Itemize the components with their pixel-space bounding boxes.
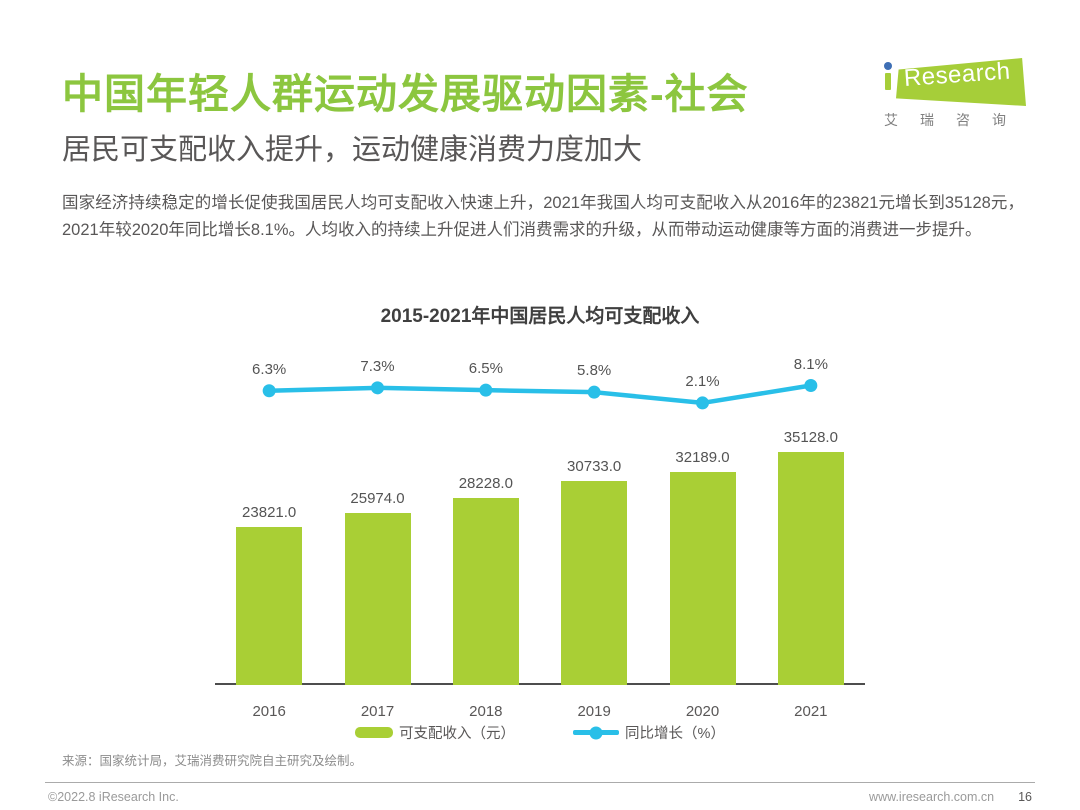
bar-2020: [669, 471, 736, 685]
bar-2016: [236, 527, 303, 685]
bar-value-label: 35128.0: [783, 429, 838, 446]
x-axis-label: 2018: [469, 703, 503, 720]
x-axis-line: [215, 683, 865, 685]
x-axis-label: 2016: [252, 703, 286, 720]
x-axis-label: 2020: [685, 703, 720, 720]
bar-value-label: 23821.0: [242, 504, 297, 521]
bar-swatch-icon: [355, 727, 394, 738]
iresearch-logo: Research 艾瑞咨询: [872, 52, 1032, 128]
footer-divider: [45, 782, 1035, 783]
bar-2019: [561, 481, 628, 685]
logo-brand-text: Research: [903, 57, 1012, 92]
growth-value-label: 8.1%: [793, 355, 828, 373]
bar-2018: [452, 497, 519, 685]
legend-label-income: 可支配收入（元）: [399, 726, 516, 742]
growth-value-label: 2.1%: [685, 372, 720, 390]
body-paragraph: 国家经济持续稳定的增长促使我国居民人均可支配收入快速上升，2021年我国人均可支…: [62, 194, 1024, 239]
line-point: [696, 396, 709, 410]
growth-value-label: 7.3%: [360, 357, 395, 375]
line-swatch-icon: [573, 726, 620, 739]
chart-legend: 可支配收入（元） 同比增长（%）: [215, 722, 865, 743]
growth-value-label: 6.5%: [468, 360, 503, 378]
line-point: [804, 379, 818, 393]
logo-tagline: 艾瑞咨询: [884, 112, 1028, 128]
bar-value-label: 30733.0: [567, 458, 622, 476]
source-note: 来源：国家统计局，艾瑞消费研究院自主研究及绘制。: [62, 754, 363, 768]
legend-item-income: 可支配收入（元）: [355, 722, 515, 743]
footer-url[interactable]: www.iresearch.com.cn: [869, 790, 995, 804]
x-axis-label: 2019: [577, 703, 611, 720]
logo-i-dot-icon: [884, 62, 892, 70]
line-point: [371, 381, 384, 395]
bar-value-label: 32189.0: [675, 448, 730, 466]
x-axis-label: 2017: [360, 703, 395, 720]
bar-value-label: 25974.0: [350, 489, 405, 507]
line-point: [479, 383, 493, 397]
growth-line: [262, 379, 818, 410]
logo-flag-icon: Research: [896, 58, 1026, 106]
x-axis-label: 2021: [794, 703, 828, 720]
bar-value-label: 28228.0: [458, 474, 513, 492]
page-number: 16: [1018, 790, 1032, 804]
page-title: 中国年轻人群运动发展驱动因素-社会: [62, 71, 749, 117]
chart-plot: 23821.0 2016 25974.0 2017 28228.0 2018 30733.0…: [215, 330, 865, 720]
page-subtitle: 居民可支配收入提升，运动健康消费力度加大: [62, 134, 643, 166]
growth-value-label: 6.3%: [252, 360, 287, 378]
footer-right: www.iresearch.com.cn 16: [869, 790, 1032, 804]
logo-i-stem-icon: [885, 73, 891, 90]
line-point: [587, 385, 601, 399]
chart-title: 2015-2021年中国居民人均可支配收入: [380, 306, 700, 327]
growth-value-label: 5.8%: [577, 362, 612, 380]
footer-copyright: ©2022.8 iResearch Inc.: [48, 790, 179, 804]
legend-item-growth: 同比增长（%）: [573, 722, 725, 743]
bar-2021: [777, 452, 844, 685]
bar-2017: [344, 512, 411, 685]
line-point: [262, 384, 276, 398]
legend-label-growth: 同比增长（%）: [625, 726, 725, 742]
